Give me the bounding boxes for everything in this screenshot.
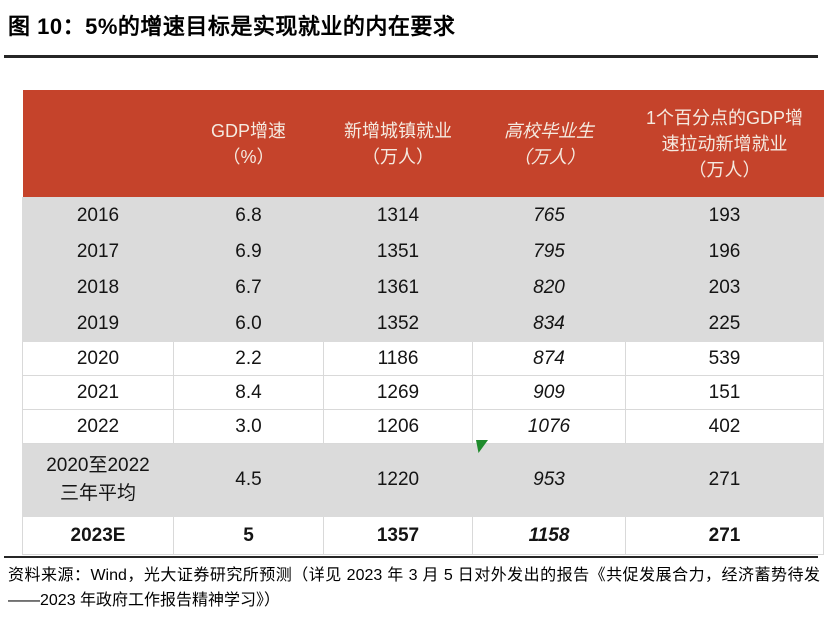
col-header-jobs-per-gdp-point: 1个百分点的GDP增 速拉动新增就业 （万人） — [625, 90, 824, 198]
table-cell: 2020 — [22, 341, 174, 376]
table-cell: 1357 — [323, 516, 473, 555]
table-cell: 271 — [625, 516, 824, 555]
table-cell: 271 — [625, 443, 824, 517]
table-cell: 5 — [173, 516, 324, 555]
table-cell: 6.9 — [173, 233, 324, 270]
table-cell: 539 — [625, 341, 824, 376]
table-cell: 765 — [472, 197, 626, 234]
table-cell: 2.2 — [173, 341, 324, 376]
table-cell: 196 — [625, 233, 824, 270]
table-row-2021: 2021 8.4 1269 909 151 — [22, 375, 824, 410]
table-cell: 1206 — [323, 409, 473, 444]
table-row-2020-2022-average: 2020至2022 三年平均 4.5 1220 953 271 — [22, 443, 824, 517]
footer-divider — [4, 556, 818, 558]
table-cell: 953 — [472, 443, 626, 517]
table-cell: 820 — [472, 269, 626, 306]
table-cell: 6.0 — [173, 305, 324, 342]
table-cell: 203 — [625, 269, 824, 306]
table-cell: 402 — [625, 409, 824, 444]
table-cell: 6.8 — [173, 197, 324, 234]
col-header-gdp-growth: GDP增速 （%） — [173, 90, 324, 198]
table-row-2016: 2016 6.8 1314 765 193 — [22, 197, 824, 234]
table-cell: 2021 — [22, 375, 174, 410]
table-cell: 1158 — [472, 516, 626, 555]
table-cell: 2022 — [22, 409, 174, 444]
table-cell: 1314 — [323, 197, 473, 234]
table-cell: 1076 — [472, 409, 626, 444]
table-cell: 193 — [625, 197, 824, 234]
source-note: 资料来源：Wind，光大证券研究所预测（详见 2023 年 3 月 5 日对外发… — [8, 567, 820, 609]
title-divider — [4, 55, 818, 58]
table-cell: 834 — [472, 305, 626, 342]
table-cell: 874 — [472, 341, 626, 376]
col-header-blank — [22, 90, 174, 198]
table-cell: 151 — [625, 375, 824, 410]
figure-title: 图 10：5%的增速目标是实现就业的内在要求 — [8, 14, 456, 39]
table-cell: 1351 — [323, 233, 473, 270]
table-cell: 2019 — [22, 305, 174, 342]
table-cell: 2020至2022 三年平均 — [22, 443, 174, 517]
table-row-2018: 2018 6.7 1361 820 203 — [22, 269, 824, 306]
cell-flag-triangle-icon — [476, 440, 488, 453]
table-cell: 2016 — [22, 197, 174, 234]
table-row-2023-estimate: 2023E 5 1357 1158 271 — [22, 516, 824, 555]
table-cell: 3.0 — [173, 409, 324, 444]
table-cell: 1186 — [323, 341, 473, 376]
table-cell: 1269 — [323, 375, 473, 410]
table-cell: 1361 — [323, 269, 473, 306]
table-row-2019: 2019 6.0 1352 834 225 — [22, 305, 824, 342]
table-cell: 4.5 — [173, 443, 324, 517]
table-cell: 8.4 — [173, 375, 324, 410]
table-header-row: GDP增速 （%） 新增城镇就业 （万人） 高校毕业生 （万人） 1个百分点的G… — [22, 90, 824, 198]
table-cell: 2018 — [22, 269, 174, 306]
col-header-college-grads: 高校毕业生 （万人） — [472, 90, 626, 198]
table-cell: 1220 — [323, 443, 473, 517]
table-cell: 909 — [472, 375, 626, 410]
table-row-2020: 2020 2.2 1186 874 539 — [22, 341, 824, 376]
table-cell: 2023E — [22, 516, 174, 555]
table-cell: 1352 — [323, 305, 473, 342]
col-header-new-urban-jobs: 新增城镇就业 （万人） — [323, 90, 473, 198]
table-cell: 225 — [625, 305, 824, 342]
table-cell: 2017 — [22, 233, 174, 270]
table-row-2022: 2022 3.0 1206 1076 402 — [22, 409, 824, 444]
table-cell: 795 — [472, 233, 626, 270]
table-row-2017: 2017 6.9 1351 795 196 — [22, 233, 824, 270]
figure-table: GDP增速 （%） 新增城镇就业 （万人） 高校毕业生 （万人） 1个百分点的G… — [22, 90, 824, 555]
table-cell: 6.7 — [173, 269, 324, 306]
